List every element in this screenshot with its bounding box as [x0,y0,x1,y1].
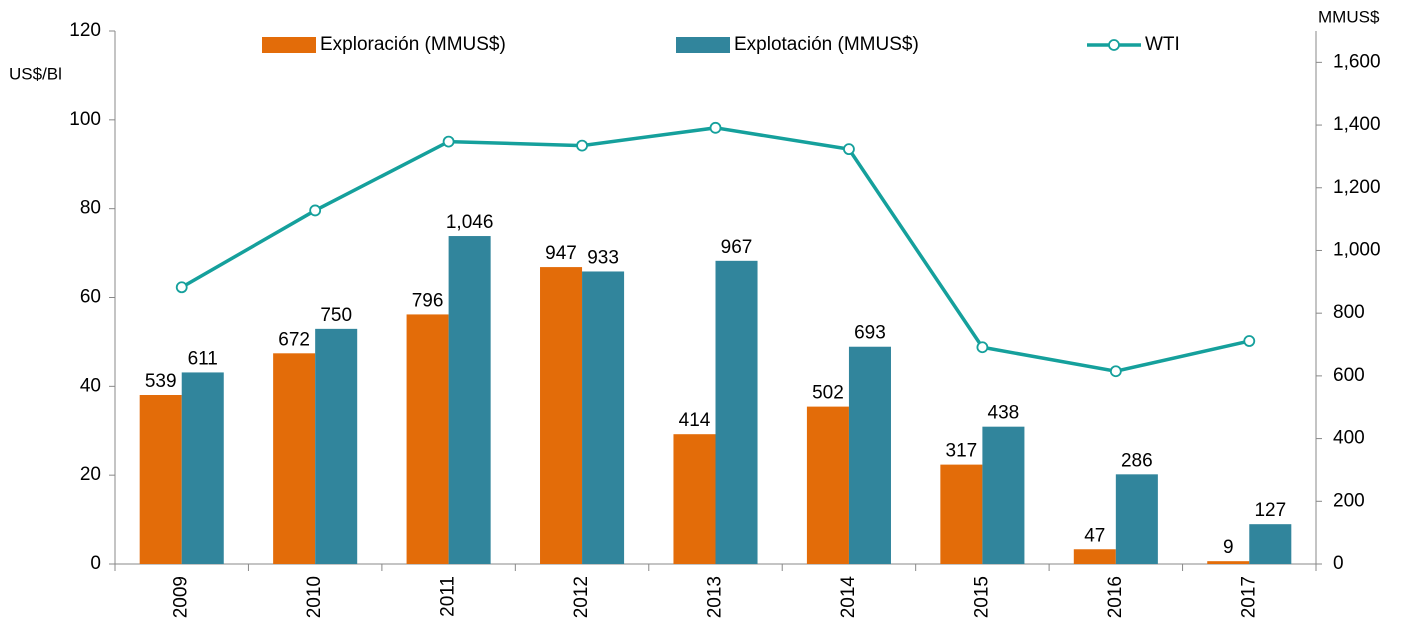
data-label: 539 [145,371,177,392]
y2-tick-label: 1,000 [1333,239,1381,260]
y2-tick-label: 800 [1333,302,1365,323]
bar [139,395,182,564]
data-label: 1,046 [446,212,494,233]
x-tick-label: 2012 [571,576,592,618]
bar [315,328,358,564]
y-tick-label: 100 [69,109,101,130]
legend-marker [1108,39,1120,51]
bar [1249,524,1292,564]
y2-tick-label: 400 [1333,428,1365,449]
data-label: 127 [1254,500,1286,521]
data-label: 9 [1223,537,1234,558]
y2-tick-label: 1,400 [1333,114,1381,135]
line-marker [309,204,322,217]
x-tick-label: 2014 [838,576,859,619]
y-axis-label: US$/Bl [9,64,62,83]
data-label: 286 [1121,450,1153,471]
data-label: 933 [587,247,619,268]
x-tick-label: 2013 [705,576,726,618]
data-label: 414 [679,410,711,431]
data-label: 317 [946,441,978,462]
y-tick-label: 20 [80,464,101,485]
y2-tick-label: 1,200 [1333,177,1381,198]
bar [273,353,316,564]
x-tick-label: 2015 [971,576,992,618]
y-tick-label: 120 [69,20,101,41]
y2-tick-label: 200 [1333,490,1365,511]
bar [673,434,716,564]
bar [982,426,1025,564]
bar [540,267,583,564]
x-tick-label: 2017 [1238,576,1259,618]
x-tick-label: 2009 [171,576,192,618]
line-marker [976,341,989,354]
legend-label: WTI [1145,34,1180,55]
legend-swatch [262,37,316,53]
y2-tick-label: 600 [1333,365,1365,386]
x-tick-label: 2011 [438,576,459,617]
bar [1115,474,1158,564]
y2-tick-label: 0 [1333,553,1344,574]
legend-label: Exploración (MMUS$) [320,34,506,55]
bar [448,236,491,565]
line-marker [175,281,188,294]
data-label: 672 [278,329,310,350]
data-label: 967 [721,237,753,258]
data-label: 47 [1084,525,1105,546]
y-tick-label: 80 [80,198,101,219]
data-label: 438 [988,403,1020,424]
data-label: 947 [545,243,577,264]
data-label: 502 [812,383,844,404]
bar [406,314,449,564]
bar [806,406,849,564]
bar [1207,561,1250,564]
y-tick-label: 40 [80,375,101,396]
x-tick-label: 2010 [304,576,325,618]
bar [582,271,625,564]
bar [848,346,891,564]
data-label: 750 [320,305,352,326]
data-label: 796 [412,290,444,311]
y2-tick-label: 1,600 [1333,51,1381,72]
y-tick-label: 60 [80,287,101,308]
line-marker [709,121,722,134]
line-marker [843,143,855,156]
line-marker [1109,365,1122,378]
data-label: 611 [188,348,218,369]
legend-swatch [676,37,730,53]
y2-axis-label: MMUS$ [1318,7,1380,26]
bar [715,260,758,564]
x-tick-label: 2016 [1105,576,1126,618]
bar [940,464,983,564]
line-marker [576,139,588,152]
bar [1073,549,1116,564]
bar [181,372,224,564]
y-tick-label: 0 [90,553,101,574]
line-marker [442,135,455,148]
line-marker [1243,335,1256,347]
legend-label: Explotación (MMUS$) [734,34,919,55]
data-label: 693 [854,323,886,344]
